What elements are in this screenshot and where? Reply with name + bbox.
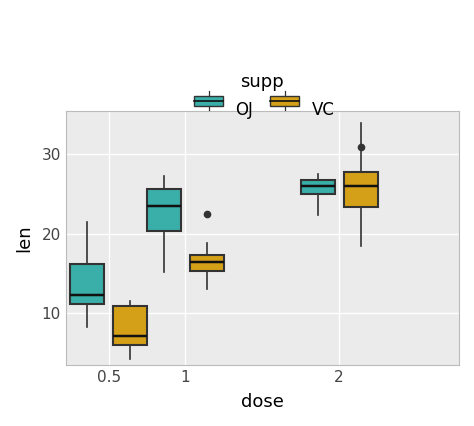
Bar (190, 255, 224, 271)
Y-axis label: len: len (15, 224, 33, 251)
Bar (301, 180, 335, 194)
Bar (344, 172, 378, 207)
Bar (113, 306, 147, 345)
X-axis label: dose: dose (241, 393, 284, 411)
Bar (147, 189, 181, 231)
Legend: OJ, VC: OJ, VC (185, 68, 339, 124)
Bar (70, 264, 104, 304)
